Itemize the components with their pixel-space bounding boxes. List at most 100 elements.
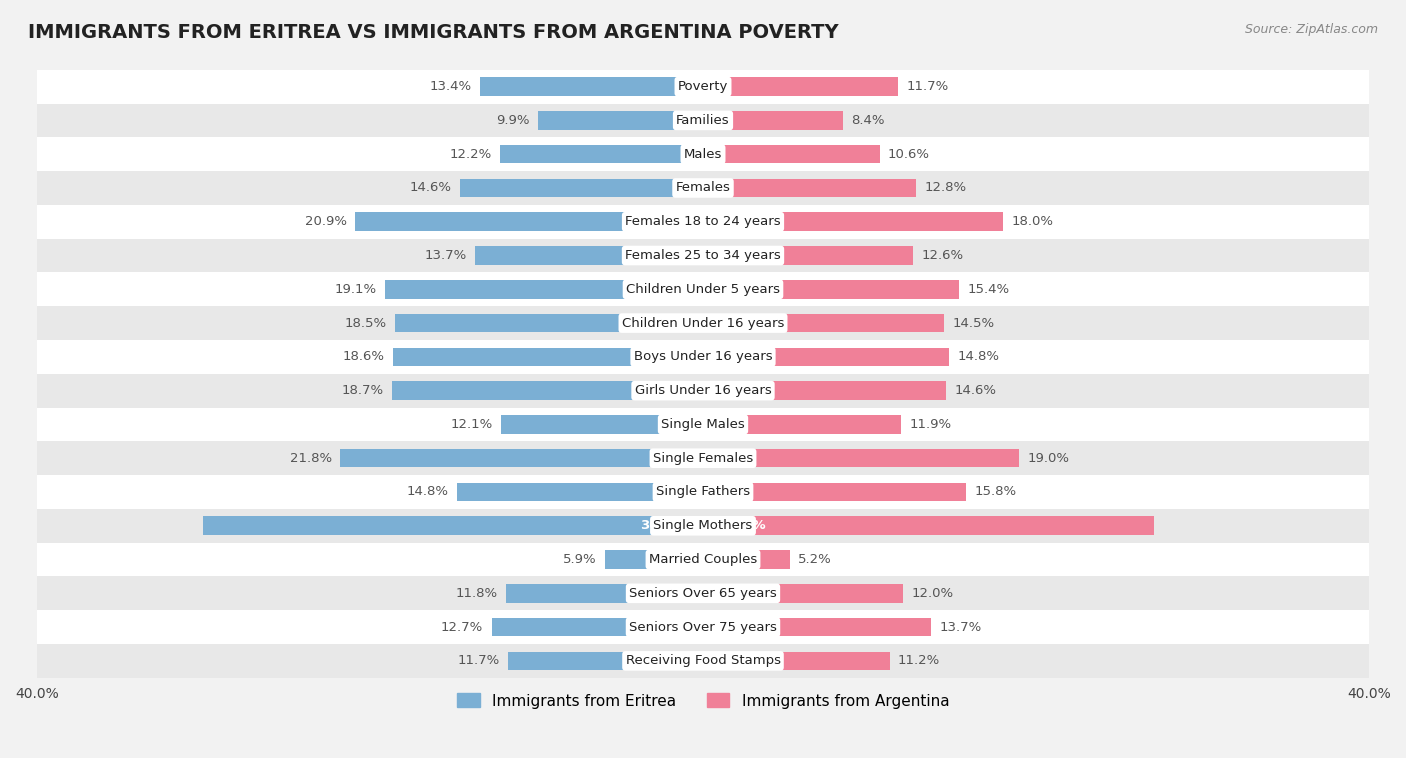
Text: 12.7%: 12.7% — [441, 621, 484, 634]
Bar — [703, 449, 1019, 468]
Text: 11.9%: 11.9% — [910, 418, 952, 431]
Bar — [703, 516, 1154, 535]
Bar — [340, 449, 703, 468]
Text: 14.8%: 14.8% — [957, 350, 1000, 363]
Text: 15.8%: 15.8% — [974, 485, 1017, 499]
Bar — [37, 441, 1369, 475]
Text: 19.1%: 19.1% — [335, 283, 377, 296]
Text: Receiving Food Stamps: Receiving Food Stamps — [626, 654, 780, 667]
Bar — [475, 246, 703, 265]
Text: 13.4%: 13.4% — [429, 80, 471, 93]
Text: Boys Under 16 years: Boys Under 16 years — [634, 350, 772, 363]
Text: 14.6%: 14.6% — [409, 181, 451, 195]
Bar — [703, 145, 880, 164]
Text: 15.4%: 15.4% — [967, 283, 1010, 296]
Bar — [492, 618, 703, 637]
Bar — [703, 348, 949, 366]
Bar — [37, 272, 1369, 306]
Bar — [37, 306, 1369, 340]
Text: 12.1%: 12.1% — [451, 418, 494, 431]
Text: Seniors Over 65 years: Seniors Over 65 years — [628, 587, 778, 600]
Text: Source: ZipAtlas.com: Source: ZipAtlas.com — [1244, 23, 1378, 36]
Bar — [354, 212, 703, 231]
Text: Children Under 5 years: Children Under 5 years — [626, 283, 780, 296]
Bar — [703, 381, 946, 400]
Bar — [502, 415, 703, 434]
Bar — [37, 576, 1369, 610]
Bar — [37, 374, 1369, 408]
Bar — [703, 280, 959, 299]
Bar — [508, 652, 703, 670]
Bar — [479, 77, 703, 96]
Text: 11.7%: 11.7% — [907, 80, 949, 93]
Bar — [392, 381, 703, 400]
Text: Single Fathers: Single Fathers — [657, 485, 749, 499]
Text: 9.9%: 9.9% — [496, 114, 530, 127]
Text: 27.1%: 27.1% — [720, 519, 765, 532]
Bar — [385, 280, 703, 299]
Text: 12.0%: 12.0% — [911, 587, 953, 600]
Bar — [395, 314, 703, 332]
Bar — [37, 509, 1369, 543]
Text: 20.9%: 20.9% — [305, 215, 347, 228]
Bar — [703, 483, 966, 501]
Bar — [703, 246, 912, 265]
Bar — [538, 111, 703, 130]
Legend: Immigrants from Eritrea, Immigrants from Argentina: Immigrants from Eritrea, Immigrants from… — [450, 688, 956, 715]
Text: 8.4%: 8.4% — [851, 114, 884, 127]
Text: Poverty: Poverty — [678, 80, 728, 93]
Bar — [37, 137, 1369, 171]
Text: 14.8%: 14.8% — [406, 485, 449, 499]
Bar — [506, 584, 703, 603]
Text: 13.7%: 13.7% — [425, 249, 467, 262]
Bar — [37, 70, 1369, 104]
Bar — [37, 340, 1369, 374]
Text: 10.6%: 10.6% — [887, 148, 929, 161]
Text: 14.5%: 14.5% — [953, 317, 995, 330]
Text: Females 25 to 34 years: Females 25 to 34 years — [626, 249, 780, 262]
Bar — [37, 104, 1369, 137]
Text: 18.0%: 18.0% — [1011, 215, 1053, 228]
Text: Girls Under 16 years: Girls Under 16 years — [634, 384, 772, 397]
Text: 11.8%: 11.8% — [456, 587, 498, 600]
Text: Single Males: Single Males — [661, 418, 745, 431]
Text: Children Under 16 years: Children Under 16 years — [621, 317, 785, 330]
Text: 19.0%: 19.0% — [1028, 452, 1070, 465]
Text: 13.7%: 13.7% — [939, 621, 981, 634]
Bar — [703, 584, 903, 603]
Text: 18.6%: 18.6% — [343, 350, 385, 363]
Bar — [37, 408, 1369, 441]
Bar — [703, 212, 1002, 231]
Text: Seniors Over 75 years: Seniors Over 75 years — [628, 621, 778, 634]
Text: 18.7%: 18.7% — [342, 384, 384, 397]
Bar — [703, 179, 917, 197]
Text: Married Couples: Married Couples — [650, 553, 756, 566]
Text: Males: Males — [683, 148, 723, 161]
Bar — [703, 111, 842, 130]
Bar — [37, 475, 1369, 509]
Bar — [37, 610, 1369, 644]
Bar — [37, 543, 1369, 576]
Bar — [37, 205, 1369, 239]
Bar — [457, 483, 703, 501]
Text: 12.8%: 12.8% — [925, 181, 966, 195]
Text: 11.2%: 11.2% — [898, 654, 941, 667]
Text: 18.5%: 18.5% — [344, 317, 387, 330]
Bar — [605, 550, 703, 568]
Text: 11.7%: 11.7% — [457, 654, 499, 667]
Text: 5.2%: 5.2% — [799, 553, 832, 566]
Bar — [460, 179, 703, 197]
Text: 30.0%: 30.0% — [640, 519, 686, 532]
Text: Females 18 to 24 years: Females 18 to 24 years — [626, 215, 780, 228]
Bar — [37, 171, 1369, 205]
Bar — [703, 77, 898, 96]
Text: Single Mothers: Single Mothers — [654, 519, 752, 532]
Text: IMMIGRANTS FROM ERITREA VS IMMIGRANTS FROM ARGENTINA POVERTY: IMMIGRANTS FROM ERITREA VS IMMIGRANTS FR… — [28, 23, 839, 42]
Bar — [703, 415, 901, 434]
Bar — [37, 239, 1369, 272]
Text: 12.2%: 12.2% — [450, 148, 492, 161]
Bar — [394, 348, 703, 366]
Text: 21.8%: 21.8% — [290, 452, 332, 465]
Text: 14.6%: 14.6% — [955, 384, 997, 397]
Text: 5.9%: 5.9% — [562, 553, 596, 566]
